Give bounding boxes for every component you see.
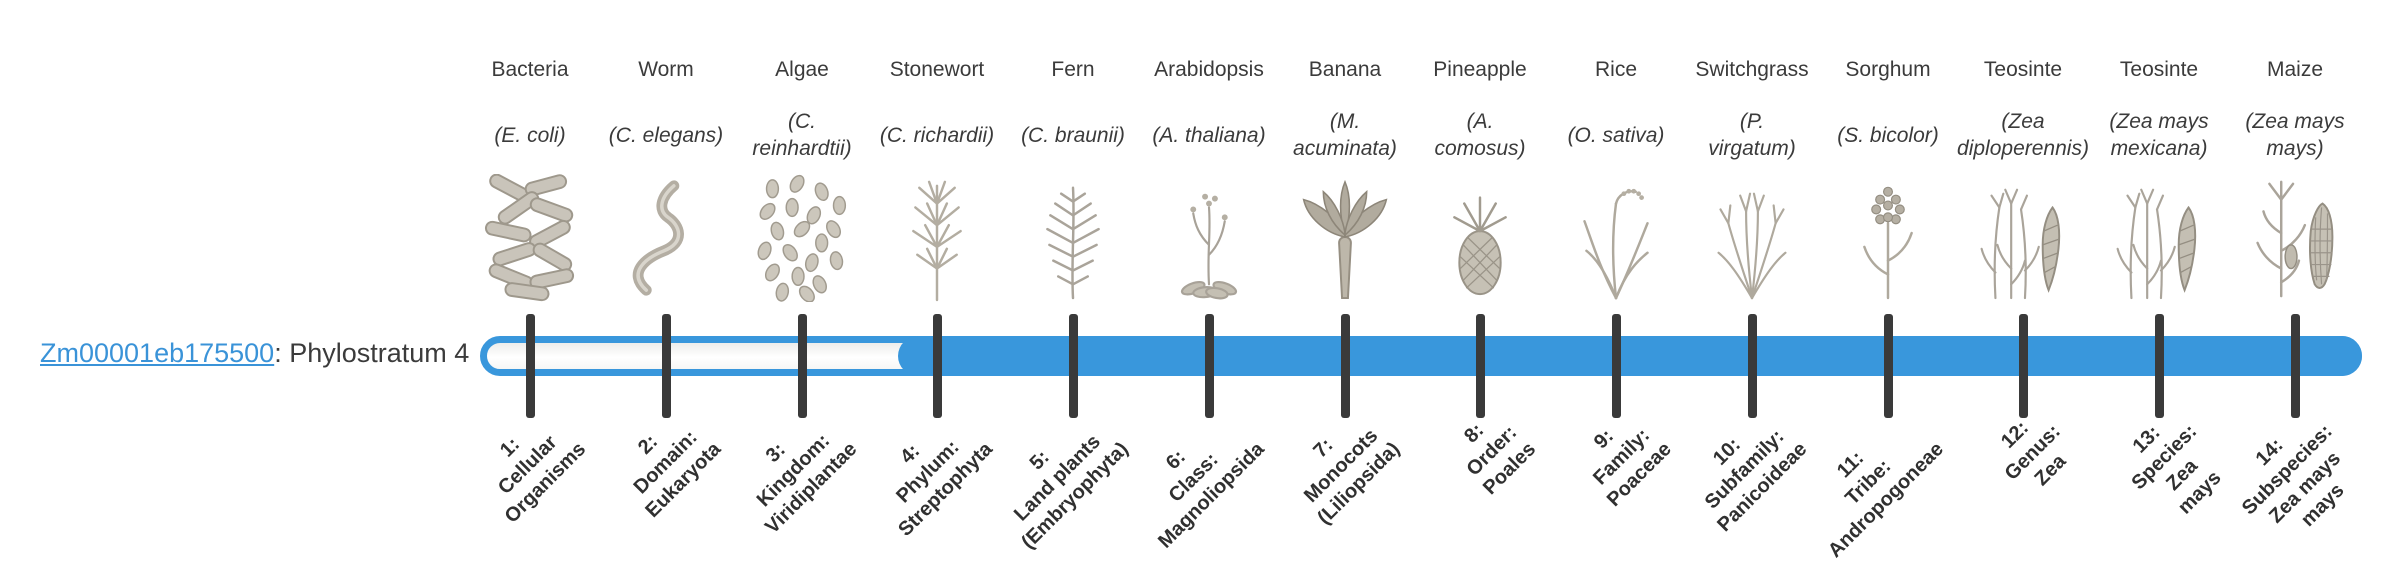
stratum-label-10: 10: Subfamily: Panicoideae [1677, 402, 1813, 538]
stratum-tick-11 [1883, 314, 1893, 418]
organism-scientific-name-algae-3: (C. reinhardtii) [722, 96, 882, 174]
organism-scientific-name-banana-7: (M. acuminata) [1265, 96, 1425, 174]
organism-scientific-name-worm-2: (C. elegans) [586, 96, 746, 174]
organism-scientific-name-teosinte-13: (Zea mays mexicana) [2079, 96, 2239, 174]
organism-name-maize-14: Maize [2266, 58, 2324, 81]
sorghum-icon [1833, 174, 1943, 302]
organism-scientific-name-maize-14: (Zea mays mays) [2215, 96, 2375, 174]
phylostratum-bar-fill [898, 336, 2362, 376]
organism-scientific-name-bacteria-1: (E. coli) [450, 96, 610, 174]
organism-scientific-name-sorghum-11: (S. bicolor) [1808, 96, 1968, 174]
worm-icon [611, 174, 721, 302]
organism-scientific-name-switchgrass-10: (P. virgatum) [1672, 96, 1832, 174]
scientific-name-line: (C. richardii) [879, 123, 995, 147]
organism-name-stonewort-4: Stonewort [889, 58, 985, 81]
stratum-tick-12 [2018, 314, 2028, 418]
scientific-name-line: (P. [1739, 110, 1765, 133]
organism-scientific-name-teosinte-12: (Zea diploperennis) [1943, 96, 2103, 174]
bacteria-icon [475, 174, 585, 302]
stratum-label-1: 1: Cellular Organisms [464, 402, 591, 529]
organism-name-banana-7: Banana [1308, 58, 1382, 81]
scientific-name-line: diploperennis) [1957, 137, 2089, 160]
gene-link[interactable]: Zm00001eb175500 [40, 338, 275, 368]
stratum-label-13: 13: Species: Zea mays [2109, 402, 2238, 531]
stratum-tick-6 [1204, 314, 1214, 418]
scientific-name-line: virgatum) [1708, 137, 1796, 160]
stratum-label-5: 5: Land plants (Embryophyta) [981, 402, 1134, 555]
algae-icon [747, 174, 857, 302]
stratum-tick-10 [1747, 314, 1757, 418]
teosinte-icon [1968, 174, 2078, 302]
scientific-name-line: (C. elegans) [608, 123, 724, 147]
stratum-tick-3 [797, 314, 807, 418]
scientific-name-line: mays) [2266, 137, 2324, 160]
organism-name-teosinte-12: Teosinte [1983, 58, 2063, 81]
organism-scientific-name-arabidopsis-6: (A. thaliana) [1129, 96, 1289, 174]
organism-name-algae-3: Algae [775, 58, 829, 81]
stratum-tick-2 [661, 314, 671, 418]
scientific-name-line: (O. sativa) [1567, 123, 1665, 147]
scientific-name-line: (Zea mays [2245, 110, 2345, 133]
stratum-label-9: 9: Family: Poaceae [1567, 402, 1677, 512]
teosinte-icon [2104, 174, 2214, 302]
scientific-name-line: (E. coli) [494, 123, 566, 147]
stratum-label-11: 11: Tribe: Andropogoneae [1788, 402, 1949, 563]
scientific-name-line: (S. bicolor) [1837, 123, 1939, 147]
organism-scientific-name-pineapple-8: (A. comosus) [1400, 96, 1560, 174]
stratum-label-14: 14: Subspecies: Zea mays mays [2220, 402, 2374, 556]
organism-name-rice-9: Rice [1594, 58, 1637, 81]
scientific-name-line: comosus) [1434, 137, 1526, 160]
stratum-tick-7 [1340, 314, 1350, 418]
phylostratum-caption-text: : Phylostratum 4 [274, 338, 470, 368]
stratum-label-3: 3: Kingdom: Viridiplantae [725, 402, 863, 540]
stratum-label-2: 2: Domain: Eukaryota [606, 402, 727, 523]
organism-name-pineapple-8: Pineapple [1433, 58, 1527, 81]
organism-scientific-name-fern-5: (C. braunii) [993, 96, 1153, 174]
organism-scientific-name-stonewort-4: (C. richardii) [857, 96, 1017, 174]
stratum-label-12: 12: Genus: Zea [1982, 402, 2084, 504]
arabidopsis-icon [1154, 174, 1264, 302]
scientific-name-line: mexicana) [2110, 137, 2208, 160]
stonewort-icon [882, 174, 992, 302]
organism-name-fern-5: Fern [1051, 58, 1095, 81]
scientific-name-line: (Zea mays [2109, 110, 2209, 133]
fern-icon [1018, 174, 1128, 302]
organism-name-worm-2: Worm [638, 58, 694, 81]
scientific-name-line: (A. thaliana) [1152, 123, 1266, 147]
stratum-label-4: 4: Phylum: Streptophyta [858, 402, 998, 542]
scientific-name-line: (M. [1329, 110, 1361, 133]
organism-name-sorghum-11: Sorghum [1845, 58, 1931, 81]
stratum-tick-4 [932, 314, 942, 418]
stratum-tick-1 [525, 314, 535, 418]
switchgrass-icon [1697, 174, 1807, 302]
stratum-tick-13 [2154, 314, 2164, 418]
gene-caption: Zm00001eb175500: Phylostratum 4 [40, 338, 469, 369]
scientific-name-line: (C. [788, 110, 816, 133]
scientific-name-line: reinhardtii) [752, 137, 852, 160]
organism-name-teosinte-13: Teosinte [2119, 58, 2199, 81]
stratum-tick-14 [2290, 314, 2300, 418]
organism-scientific-name-rice-9: (O. sativa) [1536, 96, 1696, 174]
organism-name-arabidopsis-6: Arabidopsis [1154, 58, 1264, 81]
scientific-name-line: (A. [1466, 110, 1494, 133]
banana-icon [1290, 174, 1400, 302]
stratum-label-6: 6: Class: Magnoliopsida [1118, 402, 1270, 554]
scientific-name-line: (Zea [2001, 110, 2045, 133]
scientific-name-line: acuminata) [1293, 137, 1397, 160]
stratum-label-7: 7: Monocots (Liliopsida) [1278, 402, 1406, 530]
pineapple-icon [1425, 174, 1535, 302]
organism-name-bacteria-1: Bacteria [491, 58, 569, 81]
maize-icon [2240, 174, 2350, 302]
stratum-label-8: 8: Order: Poales [1442, 402, 1541, 501]
scientific-name-line: (C. braunii) [1021, 123, 1125, 147]
organism-name-switchgrass-10: Switchgrass [1695, 58, 1809, 81]
stratum-tick-8 [1475, 314, 1485, 418]
stratum-tick-9 [1611, 314, 1621, 418]
stratum-tick-5 [1068, 314, 1078, 418]
rice-icon [1561, 174, 1671, 302]
